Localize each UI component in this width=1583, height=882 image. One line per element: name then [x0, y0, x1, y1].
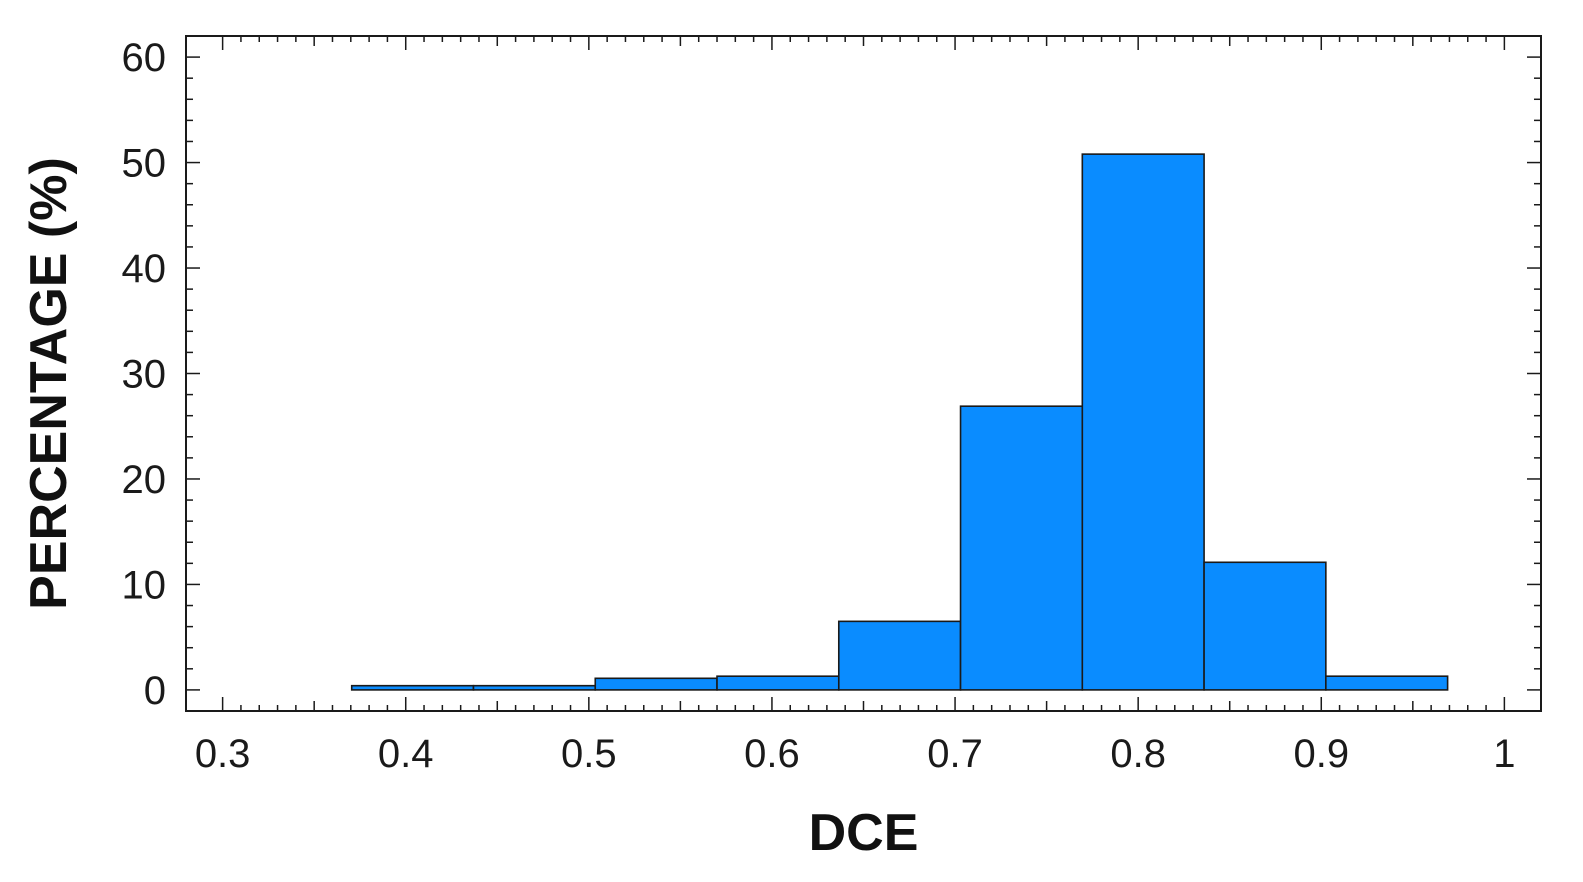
x-tick-label: 0.6	[744, 732, 800, 776]
plot-frame	[185, 35, 1542, 712]
bars-group	[350, 153, 1449, 691]
x-tick-label: 0.8	[1110, 732, 1166, 776]
histogram-bar	[716, 675, 840, 691]
x-tick-label: 0.3	[195, 732, 251, 776]
histogram-bar	[350, 684, 475, 691]
y-tick-label: 0	[144, 669, 166, 713]
x-tick-label: 0.9	[1293, 732, 1349, 776]
histogram-bar	[594, 677, 718, 691]
x-tick-label: 0.5	[561, 732, 617, 776]
histogram-bar	[959, 405, 1084, 691]
y-tick-label: 40	[122, 247, 167, 291]
y-tick-label: 30	[122, 353, 167, 397]
histogram-bar	[1081, 153, 1205, 691]
histogram-bar	[1203, 561, 1327, 691]
histogram-bar	[1325, 675, 1449, 691]
y-tick-label: 20	[122, 458, 167, 502]
x-tick-label: 1	[1493, 732, 1515, 776]
y-tick-labels: 0 10 20 30 40 50 60	[122, 36, 167, 713]
y-axis-label: PERCENTAGE (%)	[20, 157, 78, 610]
x-tick-label: 0.7	[927, 732, 983, 776]
x-tick-labels: 0.3 0.4 0.5 0.6 0.7 0.8 0.9 1	[195, 732, 1516, 776]
histogram-bar	[837, 620, 962, 691]
x-tick-label: 0.4	[378, 732, 434, 776]
ticks-group	[186, 36, 1541, 711]
y-tick-label: 50	[122, 142, 167, 186]
histogram-bar	[472, 684, 597, 691]
y-tick-label: 60	[122, 36, 167, 80]
y-tick-label: 10	[122, 563, 167, 607]
x-axis-label: DCE	[809, 804, 919, 862]
